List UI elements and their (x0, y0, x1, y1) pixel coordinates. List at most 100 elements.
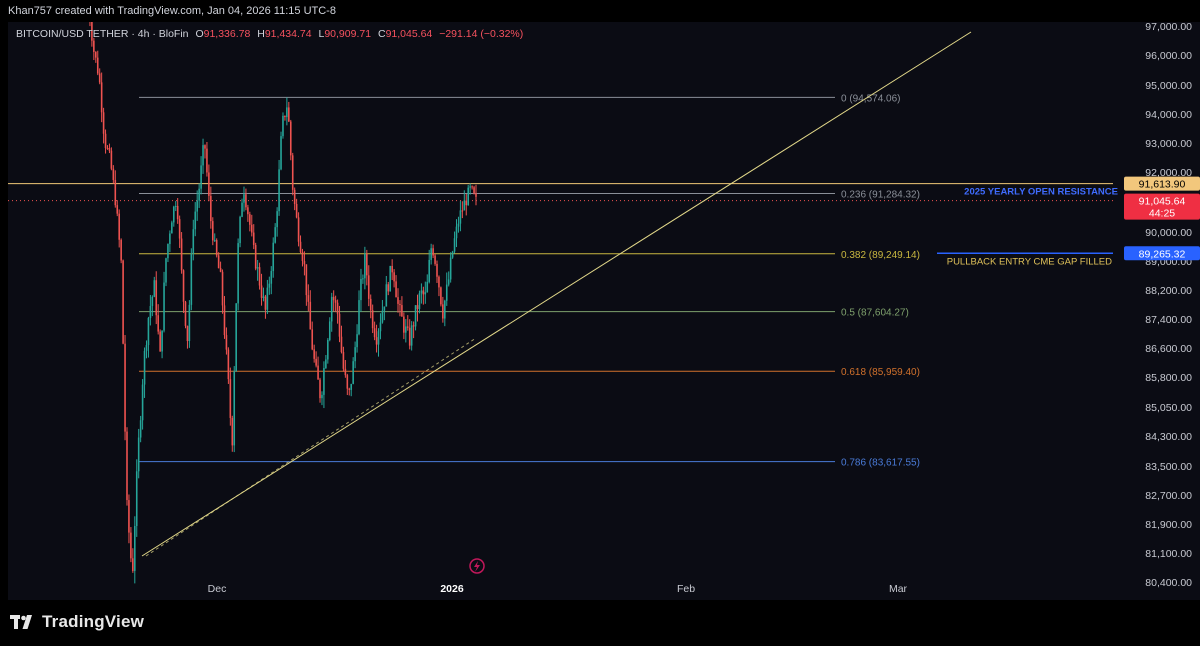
fib-level-label: 0 (94,574.06) (841, 93, 901, 104)
candle-body (210, 195, 212, 222)
candle-body (256, 267, 259, 269)
candle-body (106, 147, 109, 149)
candle-body (311, 329, 314, 350)
candle-body (475, 193, 477, 197)
tradingview-logo-icon (10, 615, 32, 629)
candle-body (139, 420, 142, 438)
y-tick-label: 85,050.00 (1145, 402, 1192, 414)
candle-body (174, 205, 177, 207)
last-price-box (1124, 193, 1200, 220)
candle-body (254, 244, 257, 269)
low-value: 90,909.71 (324, 28, 372, 40)
candle-body (118, 213, 120, 240)
candles (89, 22, 477, 584)
y-tick-label: 93,000.00 (1145, 138, 1192, 150)
candle-body (190, 253, 193, 305)
candle-body (149, 306, 152, 319)
candle-body (288, 107, 290, 122)
price-chart[interactable]: 97,000.00 96,000.00 95,000.00 94,000.00 93,0… (8, 22, 1200, 600)
candle-body (303, 260, 306, 265)
candle-body (132, 558, 134, 571)
candle-body (124, 343, 126, 432)
candle-body (280, 136, 282, 170)
low-label: L (318, 28, 325, 40)
candle-body (453, 238, 456, 252)
candle-body (295, 203, 298, 218)
candle-body (459, 210, 462, 224)
candle-body (449, 257, 452, 280)
chart-panel[interactable]: BITCOIN/USD TETHER · 4h · BloFin O91,336… (8, 22, 1200, 600)
candle-body (405, 326, 407, 333)
candle-body (422, 290, 425, 295)
candle-body (233, 371, 236, 446)
candle-body (120, 239, 122, 261)
candle-body (225, 335, 228, 350)
candle-body (161, 330, 163, 352)
candle-body (286, 107, 288, 118)
candle-body (276, 211, 278, 228)
fib-level-label: 0.618 (85,959.40) (841, 367, 920, 378)
candle-body (387, 284, 390, 292)
y-tick-label: 81,100.00 (1145, 548, 1192, 560)
change-value: −291.14 (−0.32%) (439, 28, 524, 40)
candle-body (301, 252, 304, 261)
candle-body (112, 168, 115, 180)
candle-body (145, 345, 148, 351)
candle-body (194, 211, 197, 230)
candle-body (100, 82, 103, 113)
event-lightning-bolt (474, 561, 480, 572)
candle-body (346, 375, 349, 389)
candle-body (297, 217, 300, 242)
candle-body (219, 268, 222, 272)
candle-body (239, 216, 241, 244)
candle-body (116, 205, 119, 214)
candle-body (247, 207, 249, 215)
candle-body (167, 244, 169, 259)
event-lightning-icon[interactable] (469, 558, 485, 574)
candle-body (401, 305, 403, 317)
candle-body (321, 394, 323, 399)
countdown-label: 44:25 (1149, 208, 1175, 220)
candle-body (367, 275, 370, 299)
candle-body (196, 200, 198, 212)
candle-body (211, 221, 214, 241)
footer: TradingView (0, 600, 1200, 646)
candle-body (334, 300, 337, 303)
y-tick-label: 82,700.00 (1145, 490, 1192, 502)
candle-body (412, 325, 415, 327)
ascending-trendline[interactable] (141, 31, 972, 557)
y-tick-label: 84,300.00 (1145, 431, 1192, 443)
candle-body (241, 202, 243, 217)
candle-body (221, 271, 224, 306)
y-tick-label: 80,400.00 (1145, 577, 1192, 589)
candle-body (262, 296, 265, 298)
candle-body (278, 169, 280, 212)
candle-body (204, 145, 206, 149)
candle-body (473, 187, 475, 194)
candle-body (266, 287, 269, 310)
high-label: H (257, 28, 265, 40)
candle-body (91, 22, 93, 41)
candle-body (151, 296, 154, 307)
candle-body (447, 279, 450, 285)
candle-body (338, 313, 341, 337)
last-price-label: 91,045.64 (1139, 196, 1186, 208)
cme-price-box (1124, 246, 1200, 261)
candle-body (414, 305, 417, 327)
resistance-price-label: 91,613.90 (1139, 179, 1186, 191)
fib-level-label: 0.236 (91,284.32) (841, 189, 920, 200)
candle-body (379, 322, 382, 332)
candle-body (94, 51, 97, 58)
candle-body (250, 224, 253, 233)
candle-body (284, 115, 286, 118)
candle-body (434, 255, 436, 264)
candle-body (110, 150, 113, 169)
candle-body (264, 296, 267, 310)
candle-body (227, 349, 230, 380)
tradingview-logo[interactable]: TradingView (10, 612, 144, 632)
candle-body (213, 240, 216, 242)
candle-body (237, 243, 239, 304)
candle-body (467, 187, 470, 206)
candle-body (364, 253, 366, 279)
candle-body (98, 73, 101, 83)
